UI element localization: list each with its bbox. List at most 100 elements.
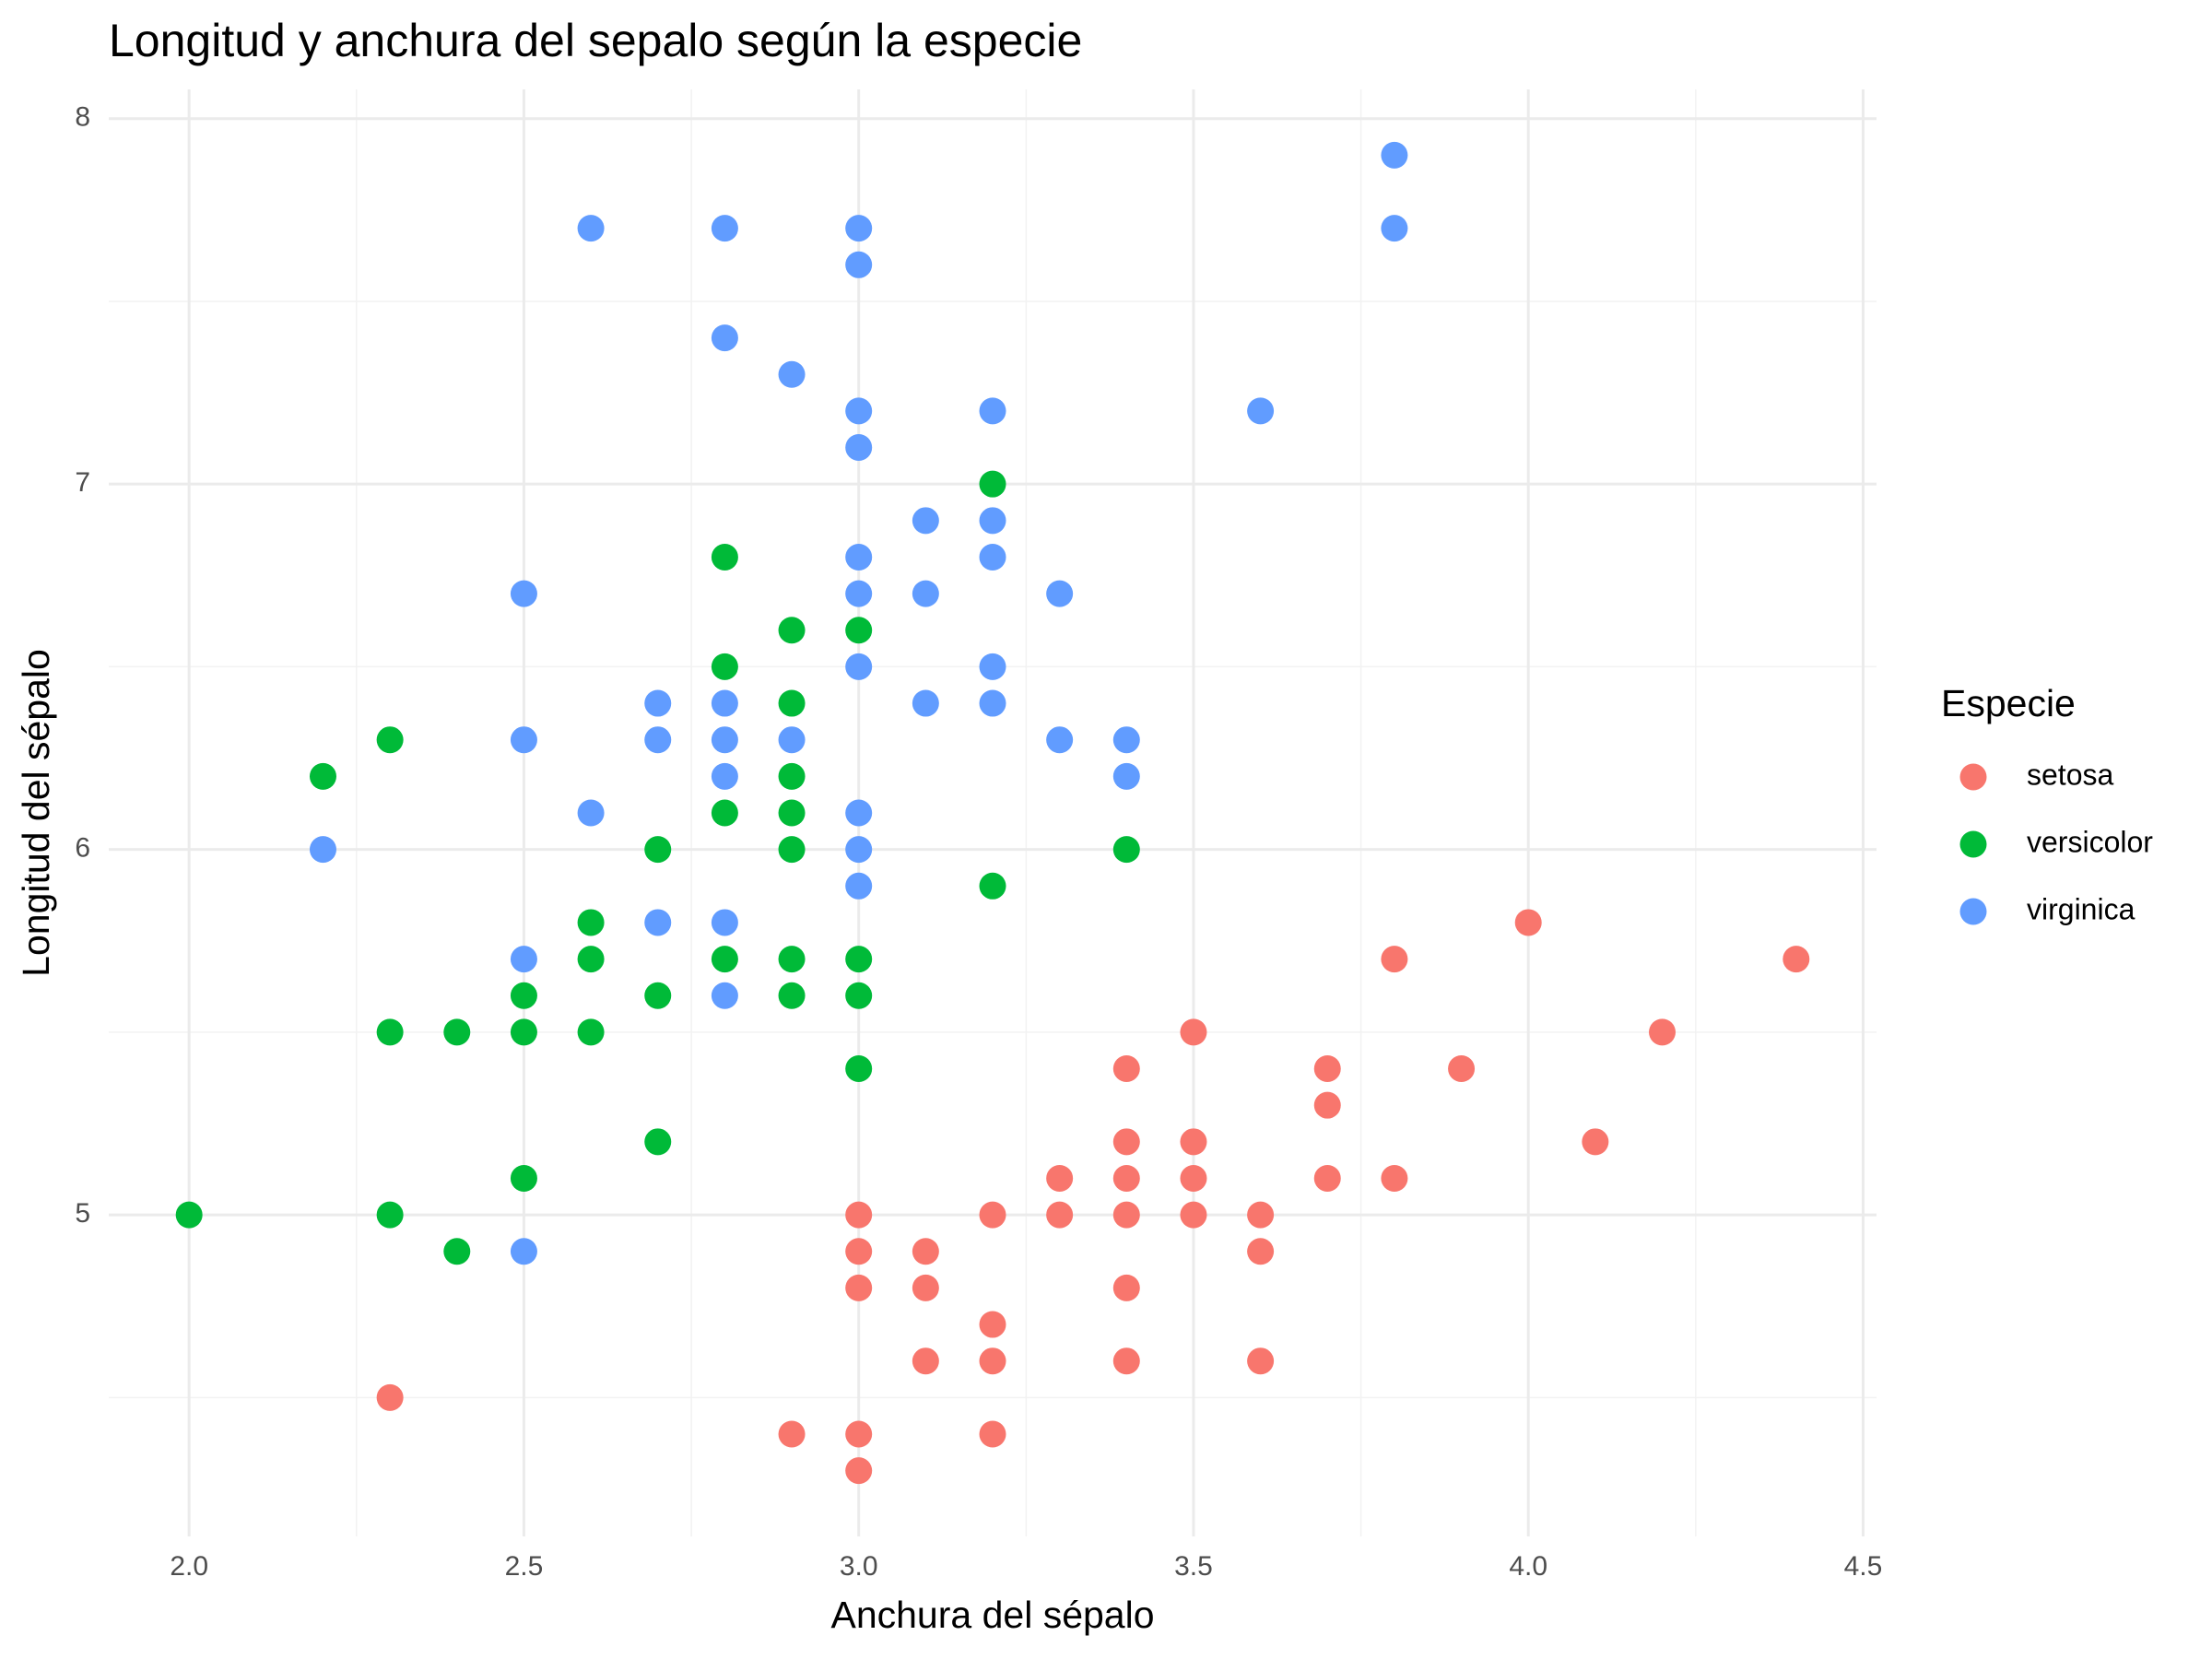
point: [443, 1018, 471, 1046]
point: [845, 1420, 873, 1448]
point: [979, 1201, 1006, 1229]
point: [1046, 726, 1074, 754]
point: [979, 1420, 1006, 1448]
point: [711, 762, 738, 790]
point: [845, 799, 873, 827]
point: [778, 360, 806, 388]
point: [711, 653, 738, 680]
point: [845, 836, 873, 864]
point: [711, 726, 738, 754]
point: [845, 982, 873, 1009]
point: [979, 507, 1006, 535]
point: [778, 799, 806, 827]
point: [1112, 1055, 1140, 1083]
point: [912, 580, 939, 607]
x-tick-label: 2.5: [505, 1551, 544, 1582]
point: [1247, 1347, 1275, 1375]
point: [979, 653, 1006, 680]
point: [644, 689, 672, 717]
point: [577, 909, 605, 936]
point: [778, 617, 806, 644]
legend-marker: [1959, 830, 1987, 858]
point: [644, 1128, 672, 1156]
point: [376, 1201, 404, 1229]
x-tick-label: 3.0: [840, 1551, 878, 1582]
point: [510, 1238, 537, 1265]
point: [711, 909, 738, 936]
y-tick-label: 7: [75, 467, 90, 498]
point: [577, 215, 605, 242]
point: [1046, 1201, 1074, 1229]
legend-title: Especie: [1941, 682, 2076, 724]
point: [912, 1347, 939, 1375]
point: [979, 1311, 1006, 1338]
point: [845, 1274, 873, 1301]
point: [778, 836, 806, 864]
point: [912, 1274, 939, 1301]
point: [1313, 1164, 1341, 1192]
point: [845, 872, 873, 900]
point: [979, 543, 1006, 571]
point: [1247, 1201, 1275, 1229]
point: [979, 397, 1006, 425]
point: [577, 799, 605, 827]
point: [309, 836, 336, 864]
point: [845, 580, 873, 607]
x-tick-label: 2.0: [170, 1551, 208, 1582]
point: [1649, 1018, 1677, 1046]
point: [1247, 1238, 1275, 1265]
point: [1313, 1091, 1341, 1119]
point: [1112, 1164, 1140, 1192]
point: [577, 1018, 605, 1046]
point: [309, 762, 336, 790]
point: [1582, 1128, 1609, 1156]
point: [644, 982, 672, 1009]
point: [778, 762, 806, 790]
point: [845, 1201, 873, 1229]
point: [778, 946, 806, 973]
point: [1180, 1128, 1207, 1156]
point: [510, 1018, 537, 1046]
point: [711, 215, 738, 242]
point: [1381, 141, 1408, 169]
point: [1180, 1201, 1207, 1229]
point: [845, 1457, 873, 1485]
point: [778, 982, 806, 1009]
point: [1112, 1274, 1140, 1301]
point: [845, 653, 873, 680]
point: [711, 324, 738, 352]
point: [845, 543, 873, 571]
x-axis-label: Anchura del sépalo: [830, 1594, 1154, 1636]
point: [1112, 1201, 1140, 1229]
legend-label: virginica: [2027, 892, 2136, 925]
x-tick-label: 4.0: [1509, 1551, 1547, 1582]
point: [845, 215, 873, 242]
point: [912, 507, 939, 535]
point: [376, 1018, 404, 1046]
point: [1247, 397, 1275, 425]
x-tick-label: 4.5: [1844, 1551, 1883, 1582]
point: [644, 909, 672, 936]
y-tick-label: 8: [75, 102, 90, 133]
point: [1381, 946, 1408, 973]
point: [1112, 726, 1140, 754]
point: [510, 1164, 537, 1192]
point: [845, 397, 873, 425]
point: [845, 617, 873, 644]
legend-label: setosa: [2027, 758, 2113, 791]
point: [1180, 1018, 1207, 1046]
point: [778, 689, 806, 717]
point: [1514, 909, 1542, 936]
point: [644, 726, 672, 754]
point: [1448, 1055, 1476, 1083]
point: [376, 1383, 404, 1411]
point: [845, 946, 873, 973]
point: [1313, 1055, 1341, 1083]
point: [1112, 1347, 1140, 1375]
point: [845, 251, 873, 278]
point: [1783, 946, 1810, 973]
point: [979, 470, 1006, 498]
legend-marker: [1959, 763, 1987, 791]
